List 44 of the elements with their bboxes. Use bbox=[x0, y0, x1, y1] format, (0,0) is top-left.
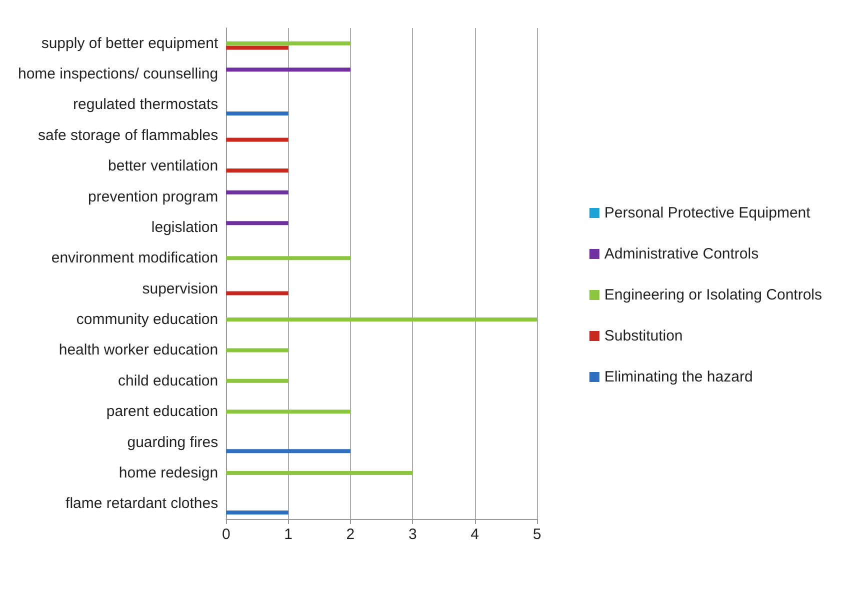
bar bbox=[226, 41, 350, 46]
y-tick-label: better ventilation bbox=[108, 158, 218, 175]
x-tick-label: 3 bbox=[408, 526, 417, 543]
x-tick-label: 2 bbox=[346, 526, 355, 543]
x-tick-label: 1 bbox=[284, 526, 292, 543]
bar bbox=[226, 138, 288, 142]
y-tick-label: community education bbox=[76, 311, 218, 328]
bar bbox=[226, 221, 288, 226]
bar bbox=[226, 256, 350, 260]
y-tick-label: guarding fires bbox=[127, 434, 218, 451]
bar bbox=[226, 470, 413, 475]
legend-label: Eliminating the hazard bbox=[604, 368, 753, 386]
y-tick-label: parent education bbox=[106, 403, 218, 420]
bar bbox=[226, 112, 288, 116]
bar bbox=[226, 291, 288, 296]
legend-label: Substitution bbox=[604, 328, 683, 344]
y-tick-label: flame retardant clothes bbox=[66, 495, 218, 512]
bar bbox=[226, 68, 350, 72]
y-tick-label: legislation bbox=[151, 218, 218, 236]
y-tick-label: home redesign bbox=[118, 464, 218, 482]
x-tick-label: 5 bbox=[532, 526, 542, 543]
y-tick-label: safe storage of flammables bbox=[38, 126, 218, 144]
y-tick-label: child education bbox=[118, 372, 218, 390]
y-tick-label: health worker education bbox=[58, 342, 218, 359]
legend-label: Personal Protective Equipment bbox=[604, 204, 812, 222]
x-tick-label: 0 bbox=[222, 526, 230, 543]
y-tick-label: supply of better equipment bbox=[41, 34, 219, 52]
y-tick-label: supervision bbox=[142, 280, 218, 298]
bar bbox=[226, 318, 537, 322]
bar bbox=[226, 378, 288, 383]
bar bbox=[226, 46, 288, 50]
y-tick-label: prevention program bbox=[88, 188, 218, 206]
bar bbox=[226, 510, 288, 514]
y-tick-label: environment modification bbox=[51, 250, 218, 267]
y-tick-label: regulated thermostats bbox=[73, 96, 218, 114]
bar bbox=[226, 190, 288, 194]
bar bbox=[226, 168, 288, 172]
legend-label: Administrative Controls bbox=[604, 246, 759, 262]
bar bbox=[226, 449, 350, 454]
legend-label: Engineering or Isolating Controls bbox=[604, 286, 822, 304]
y-tick-label: home inspections/ counselling bbox=[18, 66, 218, 83]
bar bbox=[226, 348, 288, 352]
x-tick-label: 4 bbox=[470, 526, 479, 543]
bar bbox=[226, 410, 350, 414]
